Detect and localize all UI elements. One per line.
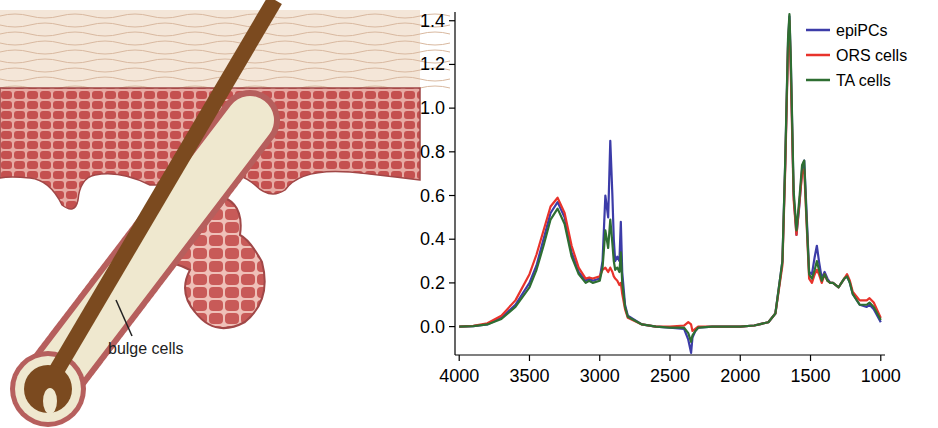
y-tick-label: 0.4 — [420, 229, 445, 249]
x-tick — [669, 355, 670, 361]
skin-layer-line — [0, 23, 450, 27]
legend-label: TA cells — [836, 72, 891, 89]
x-tick — [529, 355, 530, 361]
chart: 0.0 0.2 0.4 0.6 0.8 1.0 1.2 1.4 4000 3500 3000 2500… — [420, 11, 907, 386]
y-tick-label: 0.0 — [420, 317, 445, 337]
x-tick-label: 3500 — [509, 366, 549, 386]
x-tick — [880, 355, 881, 361]
x-tick-label: 1500 — [790, 366, 830, 386]
x-tick — [599, 355, 600, 361]
y-tick — [449, 151, 455, 152]
y-tick — [449, 195, 455, 196]
legend: epiPCs ORS cells TA cells — [806, 22, 907, 89]
x-tick-label: 3000 — [580, 366, 620, 386]
series-line — [459, 14, 881, 342]
y-tick — [449, 326, 455, 327]
hair-follicle-illustration: bulge cells — [0, 0, 450, 427]
y-tick-label: 1.0 — [420, 98, 445, 118]
x-tick-label: 1000 — [861, 366, 901, 386]
y-tick-label: 0.6 — [420, 186, 445, 206]
x-tick-label: 2000 — [720, 366, 760, 386]
skin-layer-line — [0, 50, 450, 54]
dermal-papilla — [43, 388, 57, 414]
hair-shaft — [48, 0, 275, 385]
y-tick — [449, 282, 455, 283]
legend-label: epiPCs — [836, 22, 888, 39]
x-tick-label: 2500 — [650, 366, 690, 386]
y-tick — [449, 108, 455, 109]
label-pointer — [116, 300, 132, 336]
skin-layer-line — [0, 32, 450, 36]
x-tick — [810, 355, 811, 361]
y-tick-label: 0.2 — [420, 273, 445, 293]
plot-area — [459, 14, 881, 353]
legend-swatch — [806, 54, 830, 57]
y-tick-label: 0.8 — [420, 142, 445, 162]
x-tick-label: 4000 — [439, 366, 479, 386]
bulb-sheath — [15, 356, 81, 422]
y-tick — [449, 20, 455, 21]
figure: bulge cells 0.0 0.2 0.4 0.6 0.8 1.0 1.2 1.4 4000 3… — [0, 0, 938, 428]
bulb-outer — [10, 351, 86, 427]
legend-swatch — [806, 29, 830, 32]
skin-layer-line — [0, 41, 450, 45]
series-line — [459, 16, 881, 352]
illustration-label: bulge cells — [108, 340, 184, 357]
y-tick — [449, 239, 455, 240]
legend-label: ORS cells — [836, 47, 907, 64]
skin-layer-line — [0, 59, 450, 63]
hair-bulb — [24, 365, 72, 413]
y-tick-label: 1.4 — [420, 11, 445, 31]
series-line — [459, 21, 881, 331]
x-tick — [740, 355, 741, 361]
legend-swatch — [806, 79, 830, 82]
y-tick-label: 1.2 — [420, 54, 445, 74]
skin-layer-line — [0, 14, 450, 18]
x-tick — [459, 355, 460, 361]
y-axis — [454, 12, 455, 355]
y-tick — [449, 64, 455, 65]
